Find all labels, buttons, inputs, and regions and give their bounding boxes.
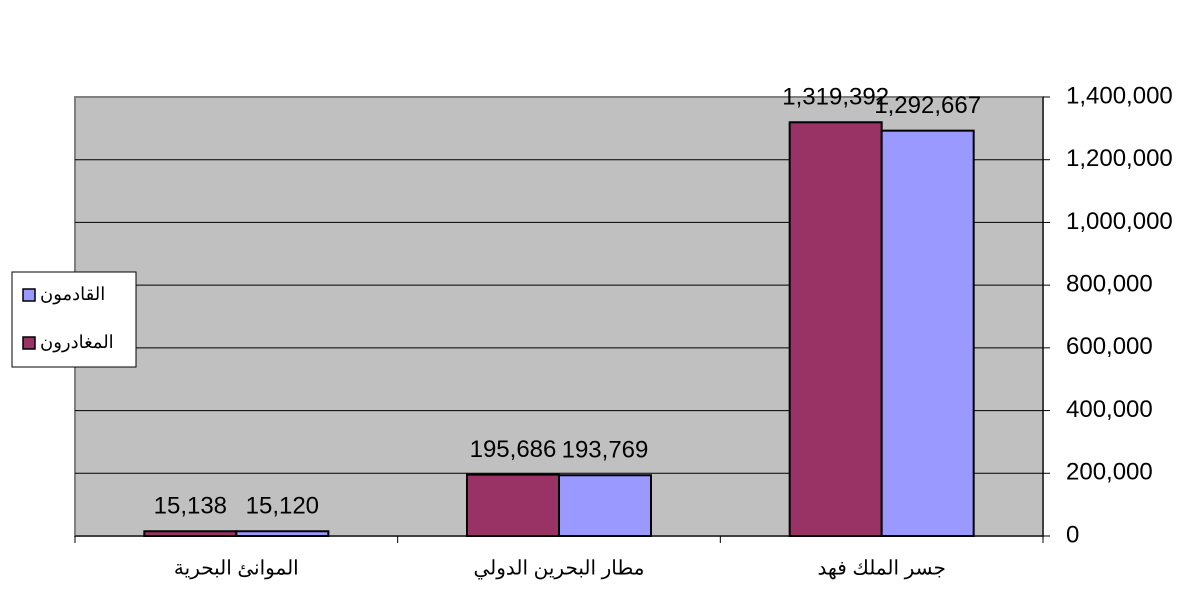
y-tick-label: 200,000 bbox=[1066, 459, 1153, 486]
bar bbox=[880, 129, 975, 537]
y-tick-label: 0 bbox=[1066, 521, 1079, 548]
legend-swatch bbox=[22, 336, 36, 350]
bar bbox=[558, 474, 652, 537]
bar bbox=[788, 121, 883, 537]
value-label: 15,138 bbox=[154, 493, 227, 520]
value-label: 15,120 bbox=[246, 493, 319, 520]
bar bbox=[235, 530, 330, 537]
legend-label: المغادرون bbox=[40, 332, 114, 353]
y-tick-label: 1,000,000 bbox=[1066, 208, 1173, 235]
y-tick-label: 800,000 bbox=[1066, 270, 1153, 297]
bar bbox=[466, 473, 560, 537]
value-label: 1,319,392 bbox=[782, 84, 889, 111]
value-label: 195,686 bbox=[470, 436, 557, 463]
legend-box bbox=[11, 271, 137, 368]
value-label: 1,292,667 bbox=[874, 92, 981, 119]
y-tick-label: 1,200,000 bbox=[1066, 145, 1173, 172]
x-tick-label: الموانئ البحرية bbox=[174, 557, 299, 579]
y-tick-label: 600,000 bbox=[1066, 333, 1153, 360]
legend-label: القادمون bbox=[40, 284, 105, 305]
y-tick-label: 1,400,000 bbox=[1066, 82, 1173, 109]
bar bbox=[143, 530, 238, 538]
y-tick-label: 400,000 bbox=[1066, 396, 1153, 423]
x-tick-label: جسر الملك فهد bbox=[818, 557, 946, 579]
legend-swatch bbox=[22, 288, 36, 302]
value-label: 193,769 bbox=[562, 437, 649, 464]
x-tick-label: مطار البحرين الدولي bbox=[474, 557, 645, 579]
